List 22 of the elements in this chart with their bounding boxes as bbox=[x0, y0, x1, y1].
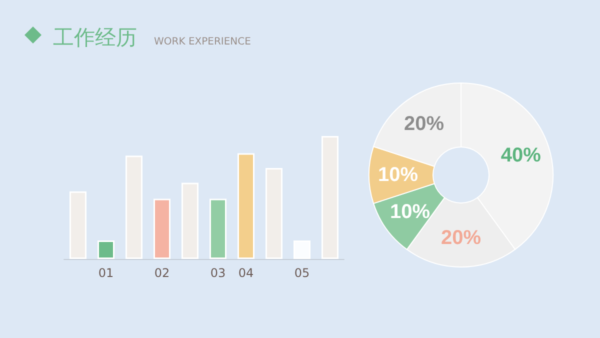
chart-subtitle: WORK EXPERIENCE bbox=[154, 36, 251, 48]
bar bbox=[238, 153, 254, 259]
bar bbox=[182, 182, 198, 259]
x-tick-label: 03 bbox=[210, 266, 226, 280]
bar bbox=[266, 168, 282, 259]
x-tick-label: 01 bbox=[98, 266, 114, 280]
chart-title: 工作经历 bbox=[53, 26, 137, 50]
data-label: 20% bbox=[440, 227, 482, 249]
bar bbox=[98, 240, 114, 259]
x-tick-label: 02 bbox=[154, 266, 170, 280]
x-tick-label: 04 bbox=[238, 266, 254, 280]
data-label: 20% bbox=[404, 113, 444, 136]
bar bbox=[210, 198, 226, 259]
data-label: 40% bbox=[500, 144, 542, 167]
bar bbox=[322, 136, 338, 259]
bar bbox=[154, 198, 170, 259]
bar bbox=[126, 156, 142, 259]
bar bbox=[70, 191, 86, 259]
data-label: 10% bbox=[378, 164, 418, 186]
x-tick-label: 05 bbox=[294, 266, 310, 280]
bar bbox=[294, 240, 310, 259]
data-label: 10% bbox=[390, 201, 430, 224]
